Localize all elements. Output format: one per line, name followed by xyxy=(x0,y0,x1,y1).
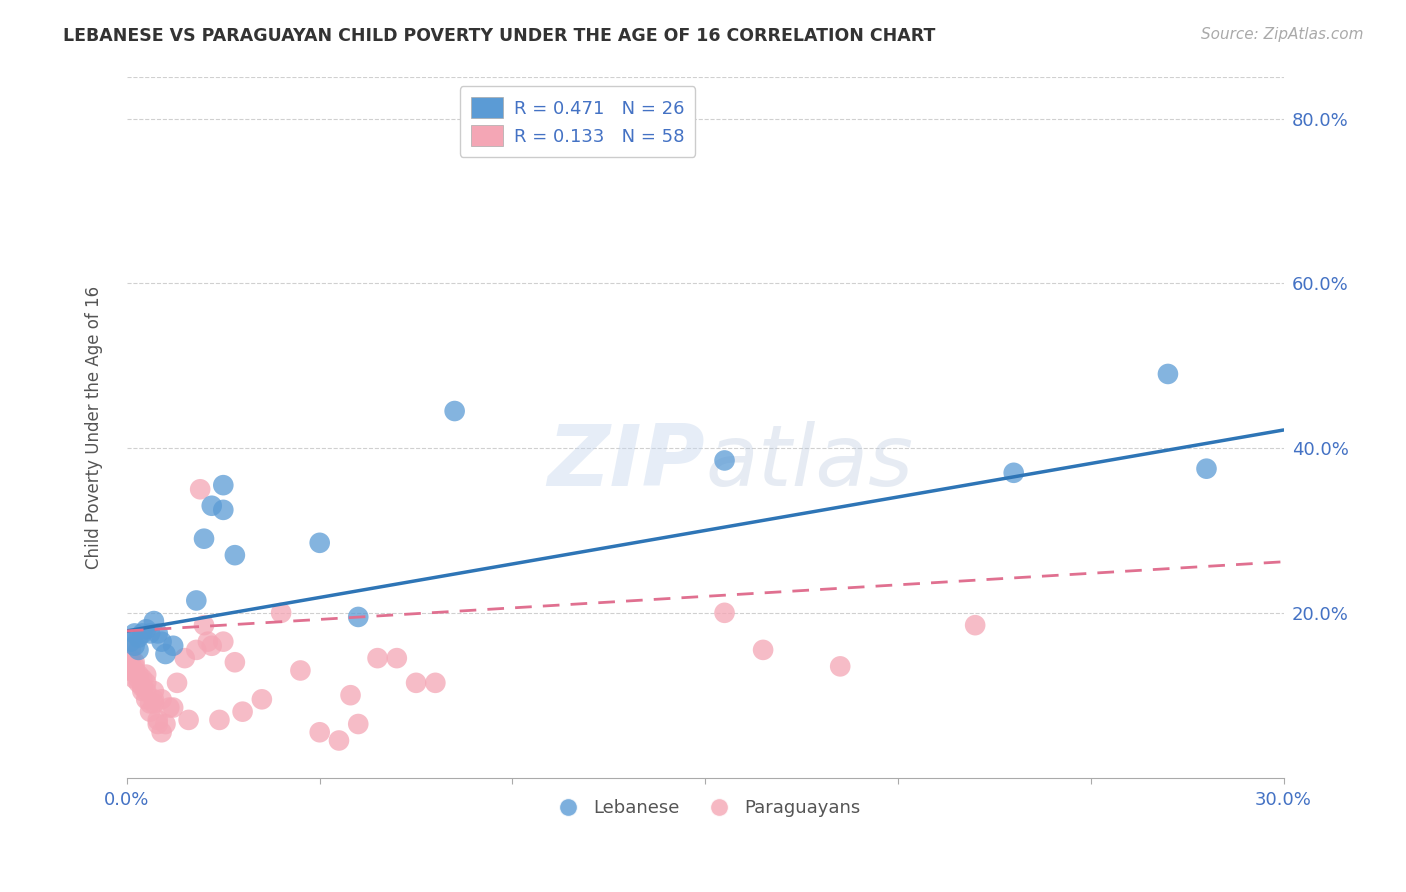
Point xyxy=(162,700,184,714)
Point xyxy=(131,626,153,640)
Point xyxy=(197,634,219,648)
Point xyxy=(232,705,254,719)
Point xyxy=(127,643,149,657)
Point xyxy=(1195,461,1218,475)
Point xyxy=(146,717,169,731)
Point xyxy=(385,651,408,665)
Point xyxy=(135,667,157,681)
Point xyxy=(124,659,146,673)
Point xyxy=(405,676,427,690)
Point xyxy=(212,478,235,492)
Point xyxy=(193,532,215,546)
Point xyxy=(115,664,138,678)
Point xyxy=(173,651,195,665)
Point xyxy=(752,643,775,657)
Text: Source: ZipAtlas.com: Source: ZipAtlas.com xyxy=(1201,27,1364,42)
Point xyxy=(142,692,165,706)
Point xyxy=(166,676,188,690)
Point xyxy=(425,676,447,690)
Point xyxy=(208,713,231,727)
Point xyxy=(177,713,200,727)
Point xyxy=(201,639,224,653)
Point xyxy=(328,733,350,747)
Point xyxy=(124,664,146,678)
Point xyxy=(146,626,169,640)
Legend: Lebanese, Paraguayans: Lebanese, Paraguayans xyxy=(543,792,868,824)
Point xyxy=(1002,466,1025,480)
Point xyxy=(120,643,142,657)
Point xyxy=(124,639,146,653)
Point xyxy=(146,713,169,727)
Point xyxy=(127,676,149,690)
Text: atlas: atlas xyxy=(706,421,914,504)
Point xyxy=(308,536,330,550)
Point xyxy=(713,453,735,467)
Point xyxy=(367,651,389,665)
Point xyxy=(135,622,157,636)
Point xyxy=(224,655,246,669)
Text: LEBANESE VS PARAGUAYAN CHILD POVERTY UNDER THE AGE OF 16 CORRELATION CHART: LEBANESE VS PARAGUAYAN CHILD POVERTY UND… xyxy=(63,27,935,45)
Point xyxy=(127,667,149,681)
Point xyxy=(157,700,180,714)
Point xyxy=(139,697,162,711)
Point xyxy=(150,725,173,739)
Point xyxy=(135,676,157,690)
Text: ZIP: ZIP xyxy=(547,421,706,504)
Point xyxy=(162,639,184,653)
Point xyxy=(120,655,142,669)
Point xyxy=(124,626,146,640)
Point xyxy=(120,634,142,648)
Point xyxy=(127,631,149,645)
Point xyxy=(186,593,208,607)
Point xyxy=(142,614,165,628)
Point xyxy=(713,606,735,620)
Point xyxy=(270,606,292,620)
Point xyxy=(250,692,273,706)
Point xyxy=(142,684,165,698)
Point xyxy=(124,672,146,686)
Point xyxy=(212,503,235,517)
Point xyxy=(139,705,162,719)
Point xyxy=(201,499,224,513)
Point xyxy=(131,684,153,698)
Point xyxy=(155,717,177,731)
Point xyxy=(1157,367,1180,381)
Point xyxy=(830,659,852,673)
Point xyxy=(347,717,370,731)
Point xyxy=(135,692,157,706)
Point xyxy=(224,548,246,562)
Point xyxy=(131,680,153,694)
Point xyxy=(443,404,465,418)
Point xyxy=(965,618,987,632)
Point xyxy=(212,634,235,648)
Point xyxy=(124,655,146,669)
Point xyxy=(150,692,173,706)
Point xyxy=(347,610,370,624)
Point xyxy=(131,672,153,686)
Point xyxy=(188,483,211,497)
Point xyxy=(142,697,165,711)
Point xyxy=(339,688,361,702)
Point xyxy=(135,684,157,698)
Point xyxy=(139,626,162,640)
Point xyxy=(308,725,330,739)
Point xyxy=(120,651,142,665)
Point xyxy=(155,647,177,661)
Point xyxy=(120,664,142,678)
Point xyxy=(150,634,173,648)
Point xyxy=(186,643,208,657)
Point xyxy=(193,618,215,632)
Point xyxy=(290,664,312,678)
Point xyxy=(127,672,149,686)
Y-axis label: Child Poverty Under the Age of 16: Child Poverty Under the Age of 16 xyxy=(86,286,103,569)
